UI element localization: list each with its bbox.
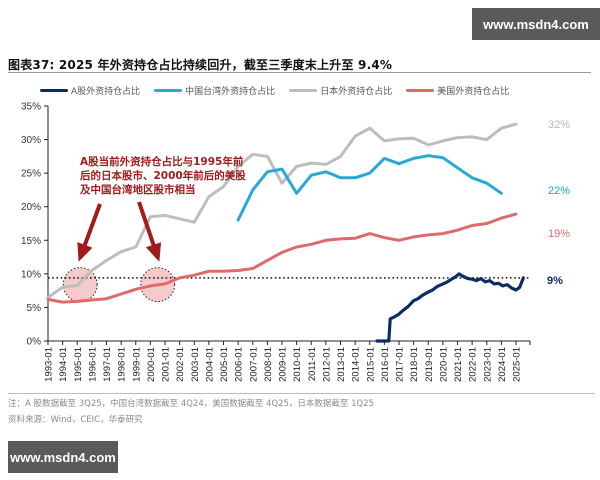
x-tick-label: 1996-01 bbox=[87, 347, 98, 382]
chart-legend: A股外资持仓占比 中国台湾外资持仓占比 日本外资持仓占比 美国外资持仓占比 bbox=[40, 84, 509, 97]
x-tick-label: 2019-01 bbox=[424, 347, 435, 382]
highlight-circle bbox=[62, 267, 98, 303]
x-tick-label: 2004-01 bbox=[204, 347, 215, 382]
footnote: 注：A 股数据截至 3Q25，中国台湾数据截至 4Q24，美国数据截至 4Q25… bbox=[8, 399, 374, 409]
series-taiwan bbox=[236, 154, 503, 222]
y-tick-label: 25% bbox=[21, 169, 41, 180]
end-labels: 32% 22% 19% 9% bbox=[547, 119, 570, 287]
x-tick-label: 2010-01 bbox=[292, 347, 303, 382]
legend-item-a-share: A股外资持仓占比 bbox=[40, 84, 140, 97]
source-note: 资料来源：Wind，CEIC，华泰研究 bbox=[8, 415, 143, 425]
legend-label-us: 美国外资持仓占比 bbox=[437, 87, 510, 97]
legend-label-a-share: A股外资持仓占比 bbox=[71, 87, 141, 97]
x-tick-label: 2017-01 bbox=[395, 347, 406, 382]
legend-item-japan: 日本外资持仓占比 bbox=[289, 84, 392, 97]
x-tick-label: 2023-01 bbox=[482, 347, 493, 382]
x-tick-label: 2022-01 bbox=[468, 347, 479, 382]
y-tick-label: 20% bbox=[21, 202, 41, 213]
legend-swatch-japan bbox=[289, 89, 318, 92]
y-axis: 0% 5% 10% 15% 20% 25% 30% 35% bbox=[21, 102, 49, 348]
legend-swatch-a-share bbox=[40, 89, 68, 92]
annotation-text: A股当前外资持仓占比与1995年前 后的日本股市、2000年前后的美股 及中国台… bbox=[80, 155, 270, 197]
x-tick-label: 2002-01 bbox=[175, 347, 186, 382]
y-tick-label: 0% bbox=[27, 337, 42, 348]
y-tick-label: 35% bbox=[21, 102, 41, 113]
x-tick-label: 2013-01 bbox=[336, 347, 347, 382]
series-lines bbox=[46, 122, 525, 343]
legend-swatch-taiwan bbox=[154, 89, 183, 92]
end-label: 22% bbox=[548, 185, 570, 197]
x-tick-label: 2001-01 bbox=[161, 347, 172, 382]
x-tick-label: 2008-01 bbox=[263, 347, 274, 382]
x-tick-label: 2016-01 bbox=[380, 347, 391, 382]
y-tick-label: 5% bbox=[27, 303, 42, 314]
x-tick-label: 2003-01 bbox=[190, 347, 201, 382]
end-label: 9% bbox=[547, 275, 563, 287]
x-tick-label: 2009-01 bbox=[278, 347, 289, 382]
legend-label-taiwan: 中国台湾外资持仓占比 bbox=[185, 87, 276, 97]
series-a-share bbox=[375, 272, 525, 343]
x-tick-label: 2011-01 bbox=[307, 347, 318, 381]
x-tick-label: 1999-01 bbox=[131, 347, 142, 382]
series-japan bbox=[46, 122, 518, 299]
watermark-bottom: www.msdn4.com bbox=[8, 441, 118, 473]
legend-item-us: 美国外资持仓占比 bbox=[406, 84, 509, 97]
x-tick-label: 2000-01 bbox=[146, 347, 157, 382]
x-tick-label: 2012-01 bbox=[321, 347, 332, 382]
legend-label-japan: 日本外资持仓占比 bbox=[320, 87, 393, 97]
annotation-line-3: 及中国台湾地区股市相当 bbox=[80, 184, 196, 196]
x-tick-label: 1998-01 bbox=[117, 347, 128, 382]
x-tick-label: 2021-01 bbox=[453, 347, 464, 382]
x-tick-label: 1993-01 bbox=[44, 347, 55, 382]
annotation-line-2: 后的日本股市、2000年前后的美股 bbox=[80, 170, 246, 182]
y-tick-label: 10% bbox=[21, 269, 41, 280]
x-tick-label: 2018-01 bbox=[409, 347, 420, 382]
x-tick-label: 2007-01 bbox=[248, 347, 259, 382]
y-tick-label: 30% bbox=[21, 135, 41, 146]
x-tick-label: 2020-01 bbox=[438, 347, 449, 382]
title-divider bbox=[8, 72, 591, 73]
series-us bbox=[46, 212, 518, 304]
x-tick-label: 2014-01 bbox=[351, 347, 362, 382]
x-tick-label: 1997-01 bbox=[102, 347, 113, 382]
chart-title: 图表37: 2025 年外资持仓占比持续回升，截至三季度末上升至 9.4% bbox=[8, 58, 393, 72]
end-label: 32% bbox=[548, 119, 570, 131]
y-tick-label: 15% bbox=[21, 236, 41, 247]
end-label: 19% bbox=[548, 228, 570, 240]
legend-item-taiwan: 中国台湾外资持仓占比 bbox=[154, 84, 275, 97]
x-tick-label: 2005-01 bbox=[219, 347, 230, 382]
x-tick-label: 2006-01 bbox=[234, 347, 245, 382]
x-tick-label: 2024-01 bbox=[497, 347, 508, 382]
legend-swatch-us bbox=[406, 89, 435, 92]
annotation-arrows bbox=[77, 201, 162, 262]
footer-divider bbox=[8, 393, 595, 394]
x-tick-label: 2025-01 bbox=[512, 347, 523, 382]
annotation-line-1: A股当前外资持仓占比与1995年前 bbox=[80, 156, 244, 168]
x-tick-label: 1994-01 bbox=[58, 347, 69, 382]
watermark-top: www.msdn4.com bbox=[472, 8, 600, 40]
x-axis: 1993-01 1994-01 1995-01 1996-01 1997-01 1998-… bbox=[44, 340, 531, 382]
x-tick-label: 2015-01 bbox=[365, 347, 376, 382]
x-tick-label: 1995-01 bbox=[73, 347, 84, 382]
